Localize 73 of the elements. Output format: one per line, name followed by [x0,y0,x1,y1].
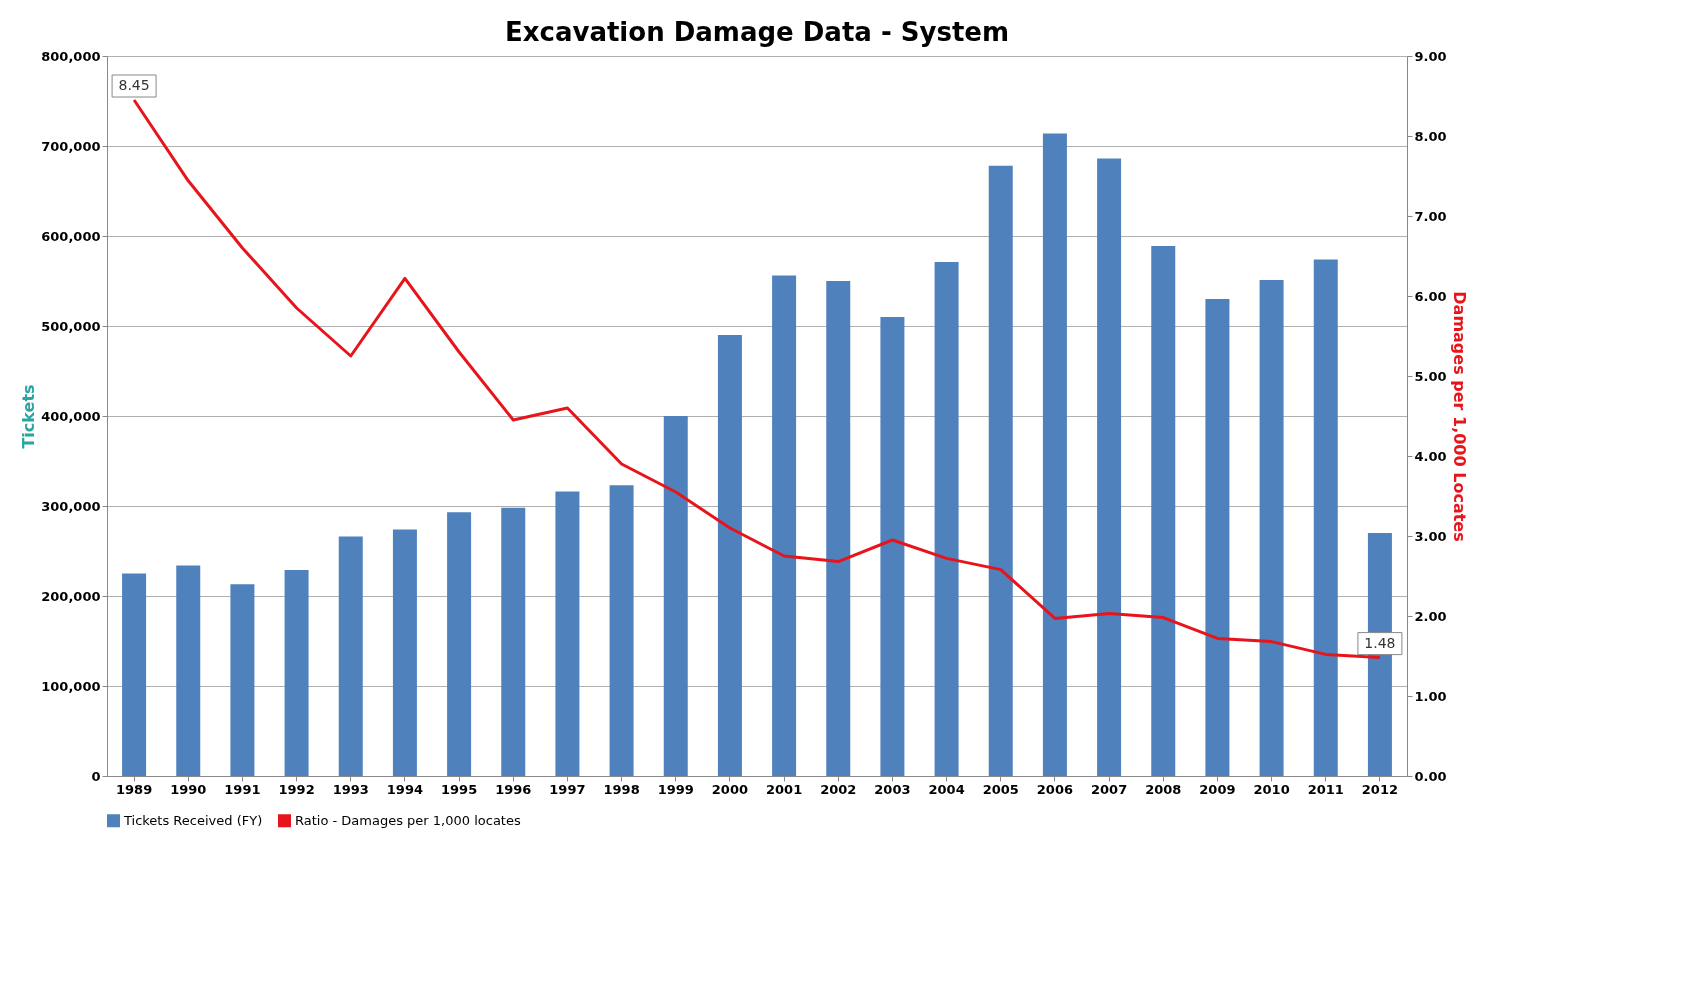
bar [284,569,309,776]
x-tick-label: 2004 [928,781,965,797]
y2-tick-label: 0.00 [1414,768,1447,784]
bar [1097,158,1122,776]
x-tick-label: 1998 [603,781,640,797]
x-tick-label: 2007 [1090,781,1128,797]
x-tick-label: 2000 [711,781,749,797]
bar [392,529,417,776]
x-tick-label: 1991 [224,781,261,797]
x-tick-label: 2008 [1145,781,1182,797]
y2-tick-label: 6.00 [1414,288,1447,304]
bar [717,335,742,776]
x-tick-label: 1996 [495,781,532,797]
y-axis-title: Tickets [19,384,39,449]
bar [501,507,526,776]
x-tick-label: 2001 [765,781,803,797]
bar [988,165,1013,776]
x-tick-label: 1995 [440,781,478,797]
bar [555,491,580,776]
data-label: 8.45 [118,77,150,93]
x-tick-label: 2012 [1361,781,1399,797]
y2-tick-label: 2.00 [1414,608,1447,624]
x-tick-label: 2011 [1307,781,1344,797]
chart-title: Excavation Damage Data - System [504,17,1010,47]
data-label: 1.48 [1364,634,1396,651]
y-tick-label: 300,000 [41,498,101,514]
x-tick-label: 1990 [170,781,207,797]
x-tick-label: 1989 [115,781,153,797]
bar [122,573,147,776]
y2-tick-label: 3.00 [1414,528,1447,544]
y-tick-label: 0 [91,768,101,784]
y2-axis-title: Damages per 1,000 Locates [1449,291,1469,542]
bar [1205,299,1230,776]
y-tick-label: 400,000 [41,408,101,424]
bar [1259,280,1284,776]
bar [230,584,255,776]
x-tick-label: 2010 [1253,781,1290,797]
x-tick-label: 1994 [386,781,424,797]
bar [447,512,472,776]
y-tick-label: 100,000 [41,678,101,694]
y2-tick-label: 8.00 [1414,128,1447,144]
x-tick-label: 2002 [820,781,857,797]
x-tick-label: 1997 [549,781,586,797]
y2-tick-label: 4.00 [1414,448,1447,464]
bar [176,565,201,776]
y-tick-label: 700,000 [41,138,101,154]
legend-label: Tickets Received (FY) [123,812,263,828]
y2-tick-label: 5.00 [1414,368,1447,384]
bar [934,262,959,776]
bar [1313,259,1338,776]
legend-label: Ratio - Damages per 1,000 locates [295,812,521,828]
y-tick-label: 200,000 [41,588,101,604]
x-tick-label: 2003 [874,781,911,797]
x-tick-label: 2009 [1199,781,1236,797]
bar [826,281,851,776]
y-tick-label: 800,000 [41,48,101,64]
bar [663,416,688,776]
bar [772,275,797,776]
bar [338,536,363,776]
x-tick-label: 1993 [332,781,369,797]
x-tick-label: 2006 [1036,781,1074,797]
bar [1042,133,1067,776]
x-tick-label: 2005 [982,781,1019,797]
y2-tick-label: 9.00 [1414,48,1447,64]
bar [609,485,634,776]
y2-tick-label: 1.00 [1414,688,1447,704]
x-tick-label: 1992 [278,781,315,797]
x-tick-label: 1999 [657,781,694,797]
y-tick-label: 600,000 [41,228,101,244]
bar [1151,245,1176,776]
y-tick-label: 500,000 [41,318,101,334]
y2-tick-label: 7.00 [1414,208,1447,224]
bar [880,317,905,776]
